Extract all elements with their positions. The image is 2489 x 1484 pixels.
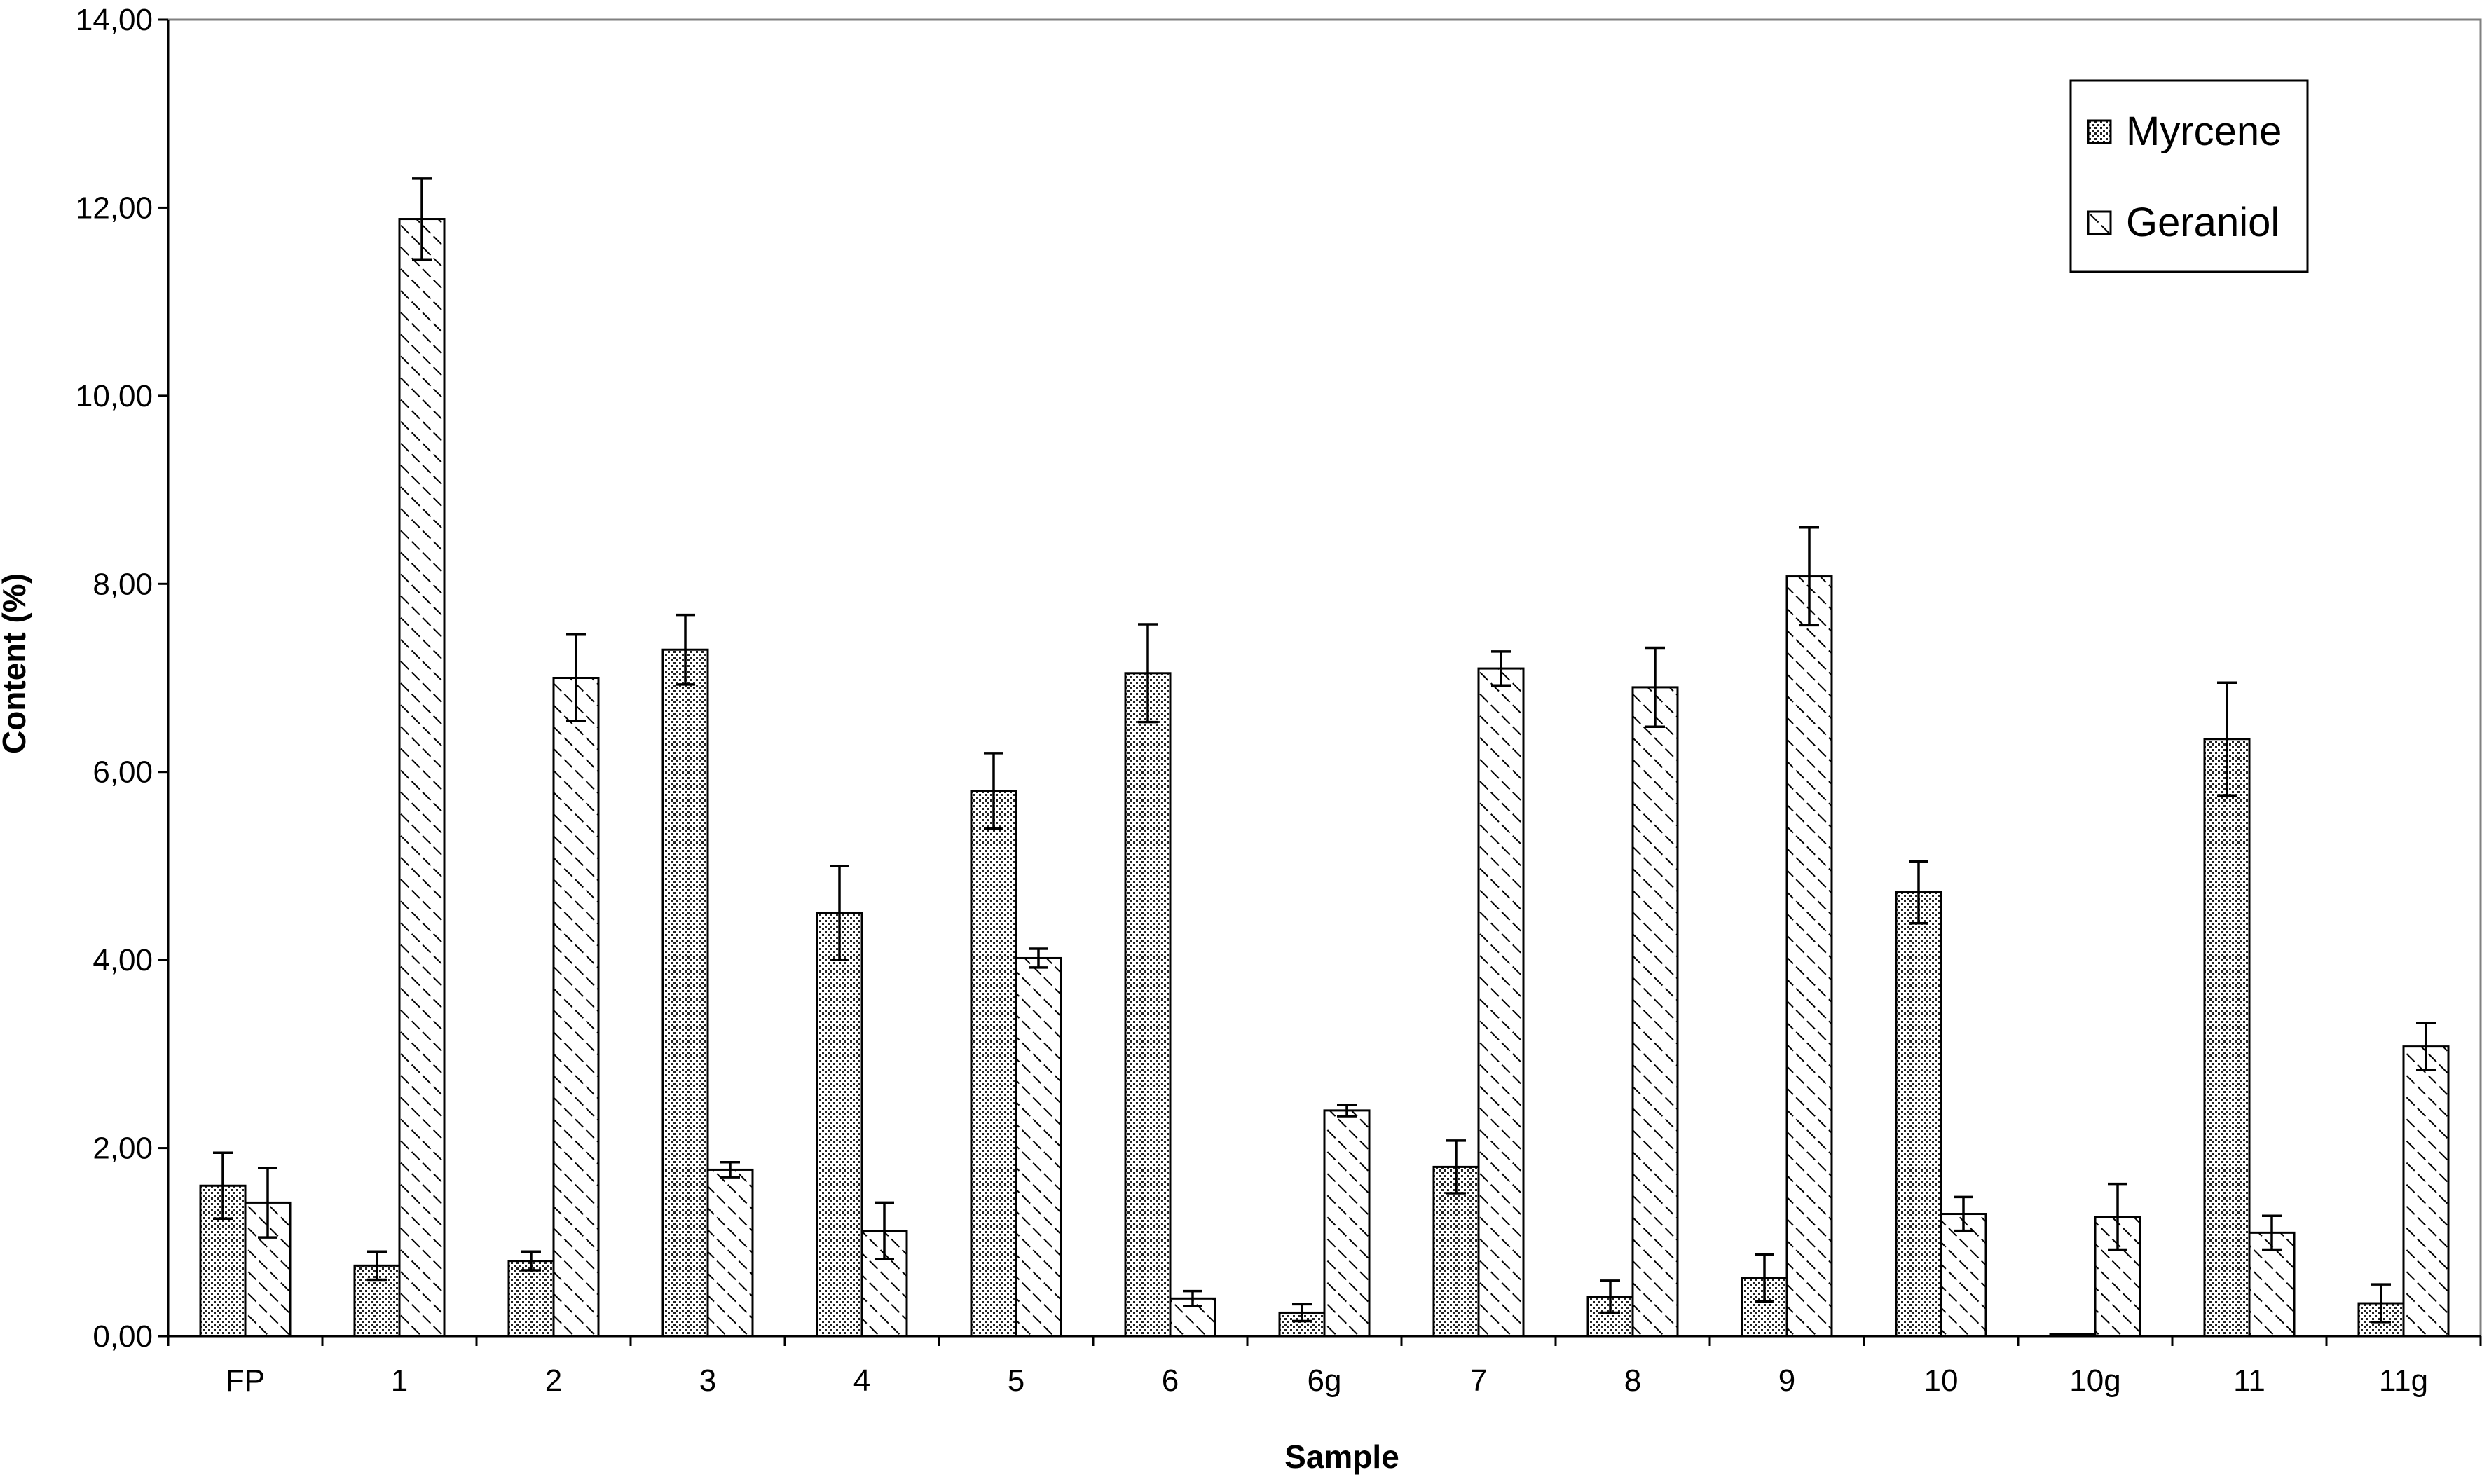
x-tick-label: 8	[1624, 1363, 1641, 1398]
bar-geraniol	[1323, 1109, 1371, 1338]
x-tick-label: 3	[699, 1363, 716, 1398]
y-tick-label: 10,00	[76, 379, 153, 413]
legend-label-geraniol: Geraniol	[2126, 200, 2279, 245]
x-tick-label: 4	[853, 1363, 870, 1398]
x-axis: FP 1 2 3 4 5 6 6g 7 8 9 10 10g 11 11g	[167, 1335, 2482, 1398]
y-tick-label: 2,00	[92, 1132, 153, 1166]
bar-geraniol	[552, 677, 600, 1338]
bar-geraniol	[1477, 667, 1525, 1338]
y-tick-label: 6,00	[92, 755, 153, 790]
bar-geraniol	[1785, 575, 1833, 1338]
x-tick-label: FP	[226, 1363, 265, 1398]
x-tick-label: 1	[391, 1363, 408, 1398]
plot-area	[167, 18, 2482, 1338]
bar-geraniol	[1631, 686, 1679, 1338]
bar-myrcene	[1124, 672, 1172, 1338]
bar-myrcene	[507, 1260, 555, 1338]
bar-myrcene	[816, 912, 863, 1338]
x-tick-label: 11	[2233, 1363, 2265, 1398]
bar-myrcene	[1895, 891, 1942, 1338]
x-tick-label: 6g	[1308, 1363, 1342, 1398]
bar-geraniol	[1940, 1213, 1987, 1338]
x-tick-label: 5	[1008, 1363, 1024, 1398]
bar-geraniol	[1015, 956, 1062, 1338]
y-tick-label: 12,00	[76, 191, 153, 225]
bar-myrcene	[2203, 738, 2251, 1338]
y-tick-label: 14,00	[76, 3, 153, 37]
legend-swatch-myrcene	[2087, 119, 2112, 144]
x-tick-label: 6	[1162, 1363, 1179, 1398]
x-tick-label: 10	[1924, 1363, 1959, 1398]
y-axis: 0,00 2,00 4,00 6,00 8,00 10,00 12,00 14,00	[76, 3, 170, 1354]
bar-geraniol	[2402, 1045, 2450, 1338]
x-axis-title: Sample	[1284, 1438, 1399, 1475]
x-tick-label: 7	[1470, 1363, 1487, 1398]
y-tick-label: 4,00	[92, 943, 153, 977]
legend: Myrcene Geraniol	[2069, 79, 2309, 273]
bar-geraniol	[706, 1168, 754, 1338]
legend-swatch-geraniol	[2087, 210, 2112, 235]
x-tick-label: 9	[1778, 1363, 1795, 1398]
y-tick-label: 8,00	[92, 567, 153, 601]
x-tick-label: 11g	[2379, 1363, 2428, 1398]
x-tick-label: 10g	[2069, 1363, 2120, 1398]
y-axis-title: Content (%)	[0, 573, 32, 754]
bar-myrcene	[661, 648, 709, 1338]
legend-label-myrcene: Myrcene	[2126, 109, 2282, 154]
bar-geraniol	[398, 218, 446, 1338]
bar-myrcene	[970, 790, 1017, 1338]
y-tick-label: 0,00	[92, 1319, 153, 1354]
x-tick-label: 2	[545, 1363, 562, 1398]
